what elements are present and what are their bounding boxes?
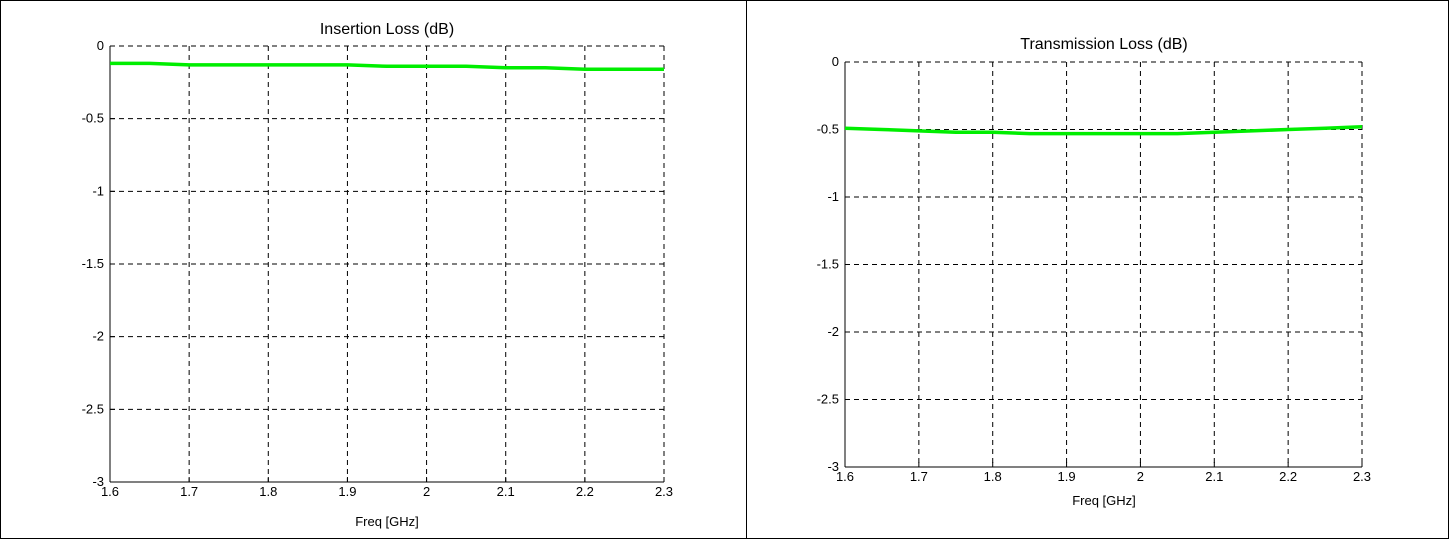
- transmission-loss-y-tick-label: -1: [827, 189, 839, 204]
- transmission-loss-x-tick-label: 2.1: [1205, 469, 1223, 484]
- transmission-loss-y-tick-label: -2: [827, 324, 839, 339]
- insertion-loss-y-tick-label: -3: [92, 474, 104, 489]
- transmission-loss-x-tick-label: 2.2: [1279, 469, 1297, 484]
- insertion-loss-x-tick-label: 2.3: [655, 484, 673, 499]
- insertion-loss-y-tick-label: -1: [92, 183, 104, 198]
- transmission-loss-series-line: [845, 127, 1362, 134]
- transmission-loss-x-tick-label: 2: [1137, 469, 1144, 484]
- transmission-loss-chart: Transmission Loss (dB) Freq [GHz] 1.6 1.7…: [747, 0, 1449, 539]
- insertion-loss-chart: Insertion Loss (dB) Freq [GHz] 1.6 1.7 1.8…: [0, 0, 746, 539]
- transmission-loss-y-tick-label: 0: [832, 54, 839, 69]
- insertion-loss-x-tick-label: 1.9: [338, 484, 356, 499]
- transmission-loss-panel: Transmission Loss (dB) Freq [GHz] 1.6 1.7…: [747, 0, 1449, 539]
- insertion-loss-y-tick-label: 0: [97, 38, 104, 53]
- transmission-loss-x-tick-label: 2.3: [1353, 469, 1371, 484]
- insertion-loss-title: Insertion Loss (dB): [320, 21, 454, 38]
- insertion-loss-x-tick-label: 1.8: [259, 484, 277, 499]
- insertion-loss-y-tick-label: -2: [92, 329, 104, 344]
- insertion-loss-y-tick-label: -1.5: [82, 256, 104, 271]
- insertion-loss-xlabel: Freq [GHz]: [355, 514, 419, 529]
- insertion-loss-x-tick-label: 2: [423, 484, 430, 499]
- transmission-loss-y-tick-label: -0.5: [817, 122, 839, 137]
- insertion-loss-series-line: [110, 63, 664, 69]
- transmission-loss-x-tick-label: 1.7: [910, 469, 928, 484]
- transmission-loss-xlabel: Freq [GHz]: [1072, 493, 1136, 508]
- insertion-loss-x-tick-label: 2.1: [497, 484, 515, 499]
- insertion-loss-x-tick-label: 1.7: [180, 484, 198, 499]
- transmission-loss-title: Transmission Loss (dB): [1020, 36, 1187, 53]
- transmission-loss-y-tick-label: -3: [827, 459, 839, 474]
- insertion-loss-y-tick-label: -0.5: [82, 111, 104, 126]
- transmission-loss-x-tick-label: 1.8: [984, 469, 1002, 484]
- insertion-loss-panel: Insertion Loss (dB) Freq [GHz] 1.6 1.7 1.8…: [0, 0, 746, 539]
- insertion-loss-y-tick-label: -2.5: [82, 401, 104, 416]
- transmission-loss-x-tick-label: 1.9: [1058, 469, 1076, 484]
- transmission-loss-y-tick-label: -2.5: [817, 392, 839, 407]
- insertion-loss-x-tick-label: 2.2: [576, 484, 594, 499]
- transmission-loss-y-tick-label: -1.5: [817, 257, 839, 272]
